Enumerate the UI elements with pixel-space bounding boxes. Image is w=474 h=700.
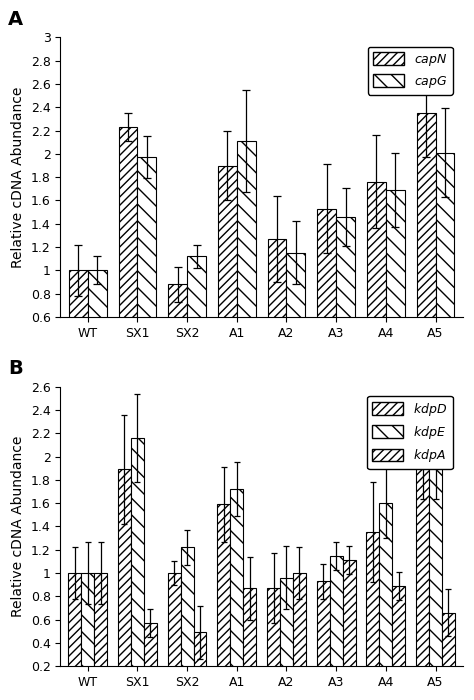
Bar [268,239,286,386]
Bar [218,165,237,386]
Bar [69,270,88,386]
Bar [144,623,157,690]
Bar [336,217,355,386]
Text: A: A [8,10,23,29]
Bar [293,573,306,690]
Bar [286,253,305,386]
Bar [168,573,181,690]
Y-axis label: Relative cDNA Abundance: Relative cDNA Abundance [11,87,25,268]
Bar [366,532,379,690]
Bar [417,113,436,386]
Bar [68,573,81,690]
Bar [379,503,392,690]
Bar [416,458,429,690]
Bar [386,190,405,386]
Bar [131,438,144,690]
Bar [280,578,293,690]
Bar [243,588,256,690]
Bar [392,586,405,690]
Bar [193,632,207,690]
Bar [367,182,386,386]
Bar [317,209,336,386]
Bar [118,470,131,690]
Bar [181,547,193,690]
Bar [137,158,156,386]
Bar [118,127,137,386]
Bar [429,458,442,690]
Bar [343,560,356,690]
Bar [330,556,343,690]
Bar [267,588,280,690]
Bar [442,612,455,690]
Y-axis label: Relative cDNA Abundance: Relative cDNA Abundance [11,436,25,617]
Bar [81,573,94,690]
Legend: $\it{kdpD}$, $\it{kdpE}$, $\it{kdpA}$: $\it{kdpD}$, $\it{kdpE}$, $\it{kdpA}$ [367,395,453,469]
Bar [94,573,107,690]
Bar [237,141,255,386]
Bar [230,489,243,690]
Bar [168,284,187,386]
Text: B: B [8,359,23,379]
Bar [436,153,455,386]
Bar [187,256,206,386]
Bar [317,581,330,690]
Bar [218,504,230,690]
Legend: $\it{capN}$, $\it{capG}$: $\it{capN}$, $\it{capG}$ [368,46,453,94]
Bar [88,270,107,386]
